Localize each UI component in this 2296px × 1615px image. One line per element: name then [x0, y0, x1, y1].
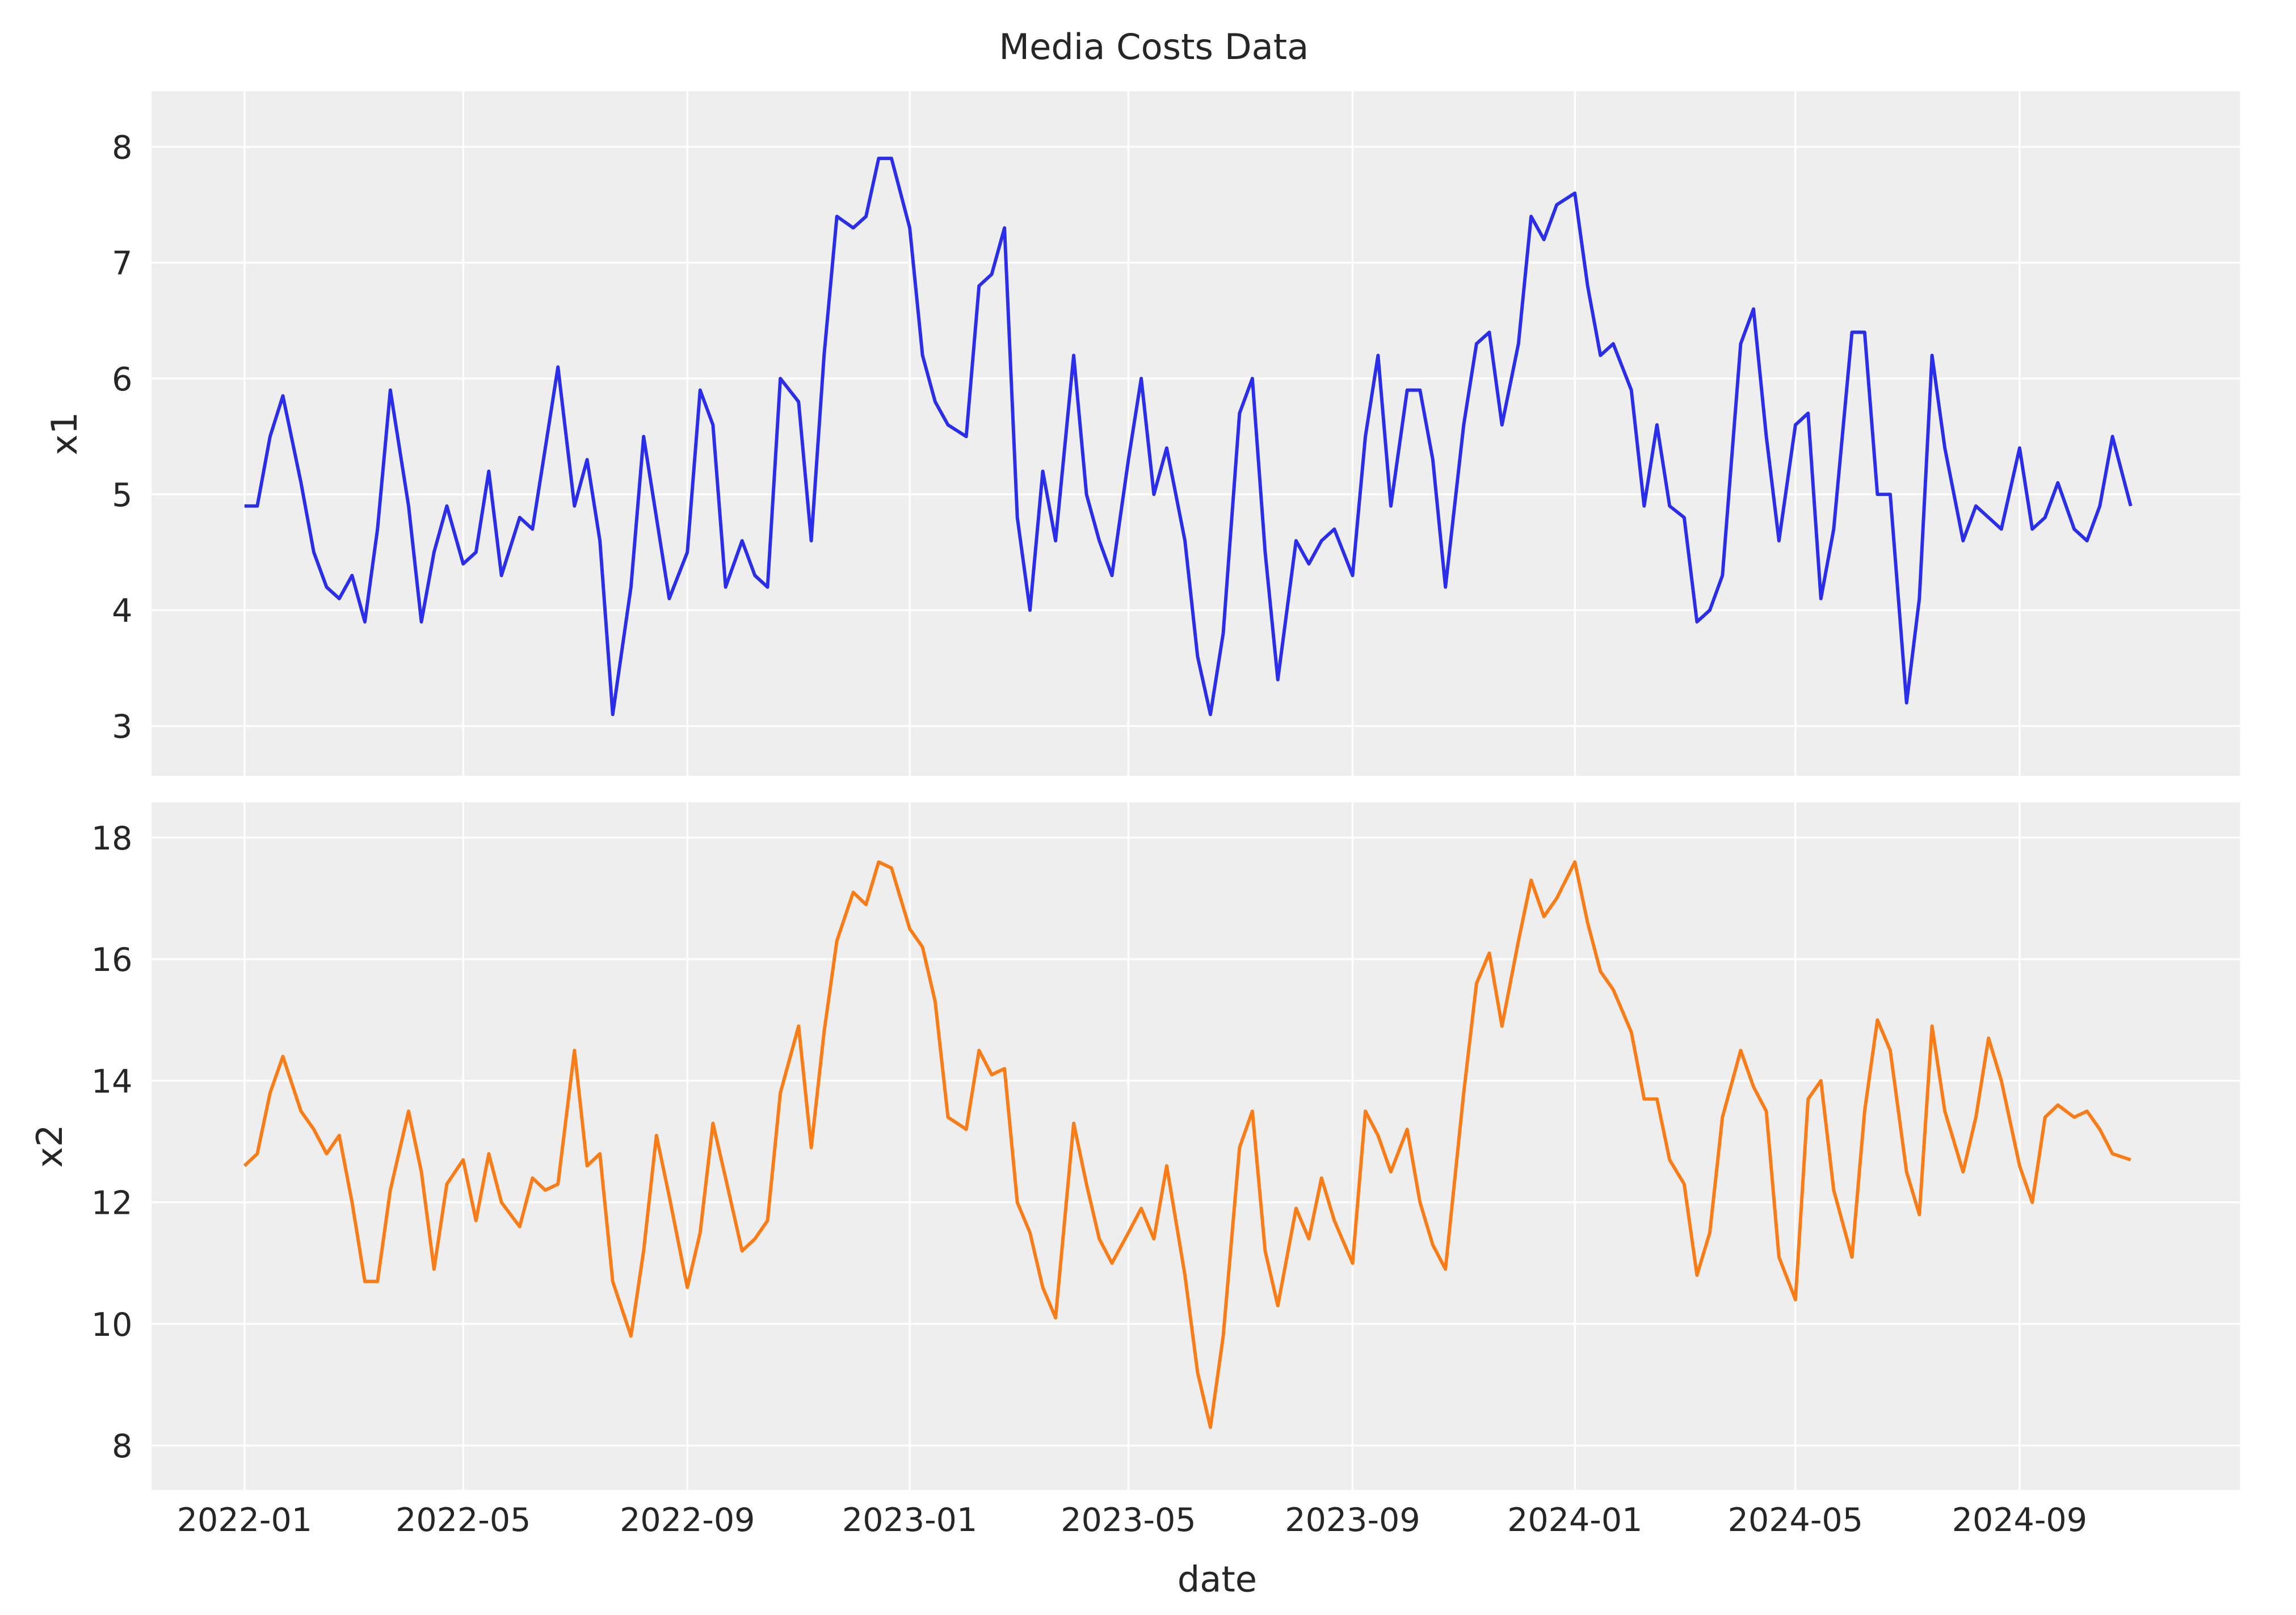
panel-x1: 3 4 5 6 7 8 x1 [44, 91, 2240, 776]
x-tick-label: 2023-09 [1285, 1502, 1420, 1539]
y-tick-label: 7 [112, 245, 132, 283]
y-axis-label: x1 [44, 412, 85, 455]
x-tick-label: 2022-01 [177, 1502, 312, 1539]
plot-area [152, 802, 2240, 1490]
y-tick-label: 18 [91, 820, 133, 857]
x-axis-label: date [1178, 1558, 1257, 1600]
y-tick-label: 5 [112, 477, 132, 514]
x-tick-label: 2024-09 [1952, 1502, 2087, 1539]
y-tick-label: 4 [112, 592, 132, 630]
x-tick-label: 2023-01 [842, 1502, 977, 1539]
y-tick-label: 3 [112, 708, 132, 746]
x-tick-label: 2024-05 [1728, 1502, 1863, 1539]
y-axis-label: x2 [29, 1124, 70, 1167]
y-tick-label: 6 [112, 361, 132, 398]
x-tick-label: 2022-05 [396, 1502, 531, 1539]
series-line-x1 [244, 157, 2133, 717]
y-tick-label: 14 [91, 1063, 133, 1100]
x-tick-label: 2022-09 [620, 1502, 755, 1539]
y-tick-label: 8 [112, 1428, 132, 1465]
y-tick-label: 16 [91, 941, 133, 979]
x-tick-label: 2024-01 [1507, 1502, 1642, 1539]
plot-area [152, 91, 2240, 776]
panels: 3 4 5 6 7 8 x1 8 10 12 14 16 18 x2 [29, 91, 2240, 1490]
y-tick-label: 12 [91, 1185, 133, 1222]
series-line-x2 [243, 860, 2131, 1429]
chart-title: Media Costs Data [999, 26, 1309, 68]
y-tick-label: 10 [91, 1306, 133, 1344]
x-tick-label: 2023-05 [1061, 1502, 1196, 1539]
y-tick-label: 8 [112, 129, 132, 167]
x-tick-labels: 2022-01 2022-05 2022-09 2023-01 2023-05 2023-… [177, 1502, 2087, 1539]
panel-x2: 8 10 12 14 16 18 x2 [29, 802, 2240, 1490]
